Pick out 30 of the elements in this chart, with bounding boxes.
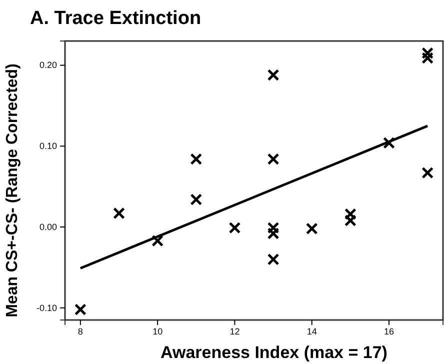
x-tick-label: 16 (384, 326, 394, 336)
point (267, 253, 280, 266)
x-tick-label: 10 (152, 326, 163, 336)
y-tick-label: 0.00 (39, 222, 57, 232)
x-tick-label: 8 (78, 326, 83, 336)
y-axis-title: Mean CS+-CS- (Range Corrected) (4, 64, 21, 318)
x-tick-label: 12 (230, 326, 240, 336)
y-tick-label: 0.20 (39, 60, 57, 70)
point (74, 304, 86, 316)
point (344, 208, 356, 220)
point (190, 153, 202, 166)
point (228, 222, 241, 234)
point (422, 52, 434, 64)
point (190, 194, 202, 206)
point (152, 234, 164, 247)
chart-title: A. Trace Extinction (30, 8, 202, 29)
y-tick-label: -0.10 (36, 302, 57, 313)
point (267, 222, 280, 234)
point (267, 153, 280, 166)
point (113, 207, 125, 220)
point (344, 214, 356, 227)
point (267, 227, 280, 240)
point (306, 222, 318, 235)
x-tick-label: 14 (306, 326, 317, 336)
point (422, 47, 434, 60)
point (422, 166, 434, 179)
y-tick-label: 0.10 (39, 141, 57, 152)
point (267, 68, 280, 81)
point (383, 136, 395, 149)
x-axis-title: Awareness Index (max = 17) (160, 343, 388, 362)
